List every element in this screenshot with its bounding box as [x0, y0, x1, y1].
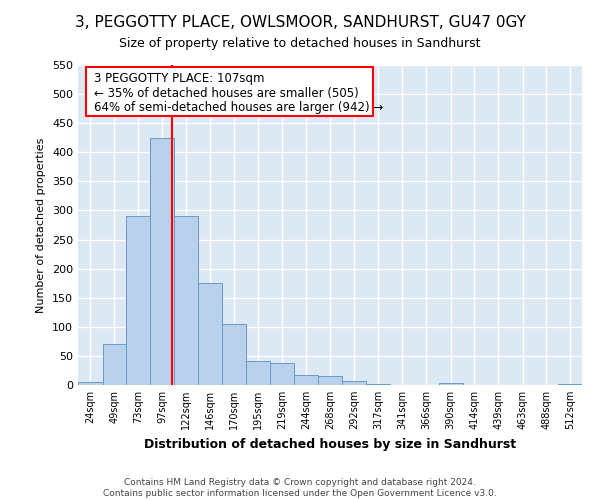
- Bar: [221, 324, 246, 385]
- Bar: [150, 138, 175, 385]
- Text: Contains HM Land Registry data © Crown copyright and database right 2024.
Contai: Contains HM Land Registry data © Crown c…: [103, 478, 497, 498]
- FancyBboxPatch shape: [86, 66, 373, 116]
- Bar: [559, 384, 582, 385]
- Bar: [319, 376, 342, 385]
- Bar: [295, 374, 319, 385]
- Text: 3, PEGGOTTY PLACE, OWLSMOOR, SANDHURST, GU47 0GY: 3, PEGGOTTY PLACE, OWLSMOOR, SANDHURST, …: [74, 15, 526, 30]
- Bar: [270, 364, 295, 385]
- Bar: [366, 384, 390, 385]
- Bar: [198, 283, 221, 385]
- Bar: [78, 382, 103, 385]
- Y-axis label: Number of detached properties: Number of detached properties: [37, 138, 46, 312]
- Bar: [246, 360, 270, 385]
- Text: ← 35% of detached houses are smaller (505): ← 35% of detached houses are smaller (50…: [94, 86, 359, 100]
- Text: 64% of semi-detached houses are larger (942) →: 64% of semi-detached houses are larger (…: [94, 100, 383, 114]
- Bar: [342, 381, 366, 385]
- Text: 3 PEGGOTTY PLACE: 107sqm: 3 PEGGOTTY PLACE: 107sqm: [94, 72, 265, 86]
- X-axis label: Distribution of detached houses by size in Sandhurst: Distribution of detached houses by size …: [144, 438, 516, 450]
- Bar: [103, 344, 126, 385]
- Bar: [439, 384, 463, 385]
- Bar: [175, 216, 198, 385]
- Bar: [126, 216, 150, 385]
- Text: Size of property relative to detached houses in Sandhurst: Size of property relative to detached ho…: [119, 38, 481, 51]
